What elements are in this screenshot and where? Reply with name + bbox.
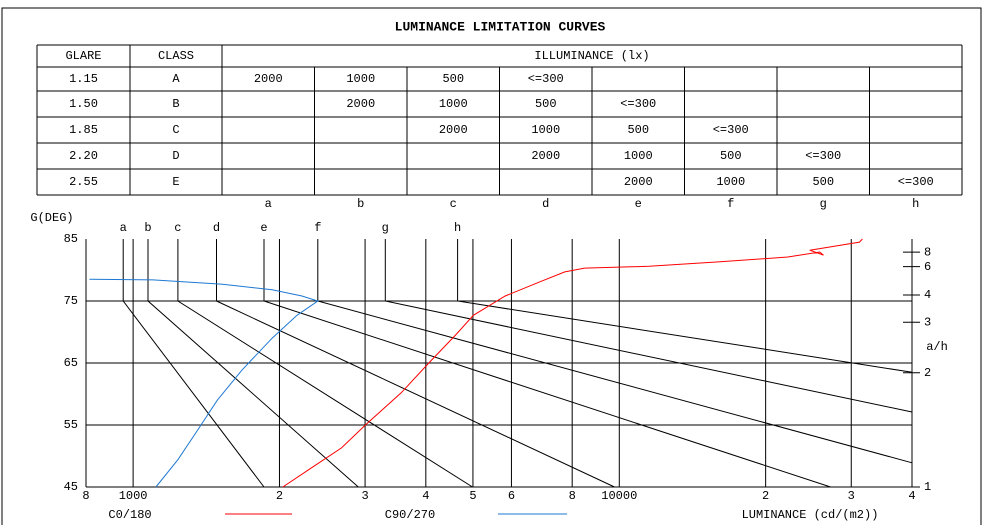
illuminance-cell: 2000 [439,123,468,137]
legend-label: C90/270 [385,508,435,522]
class-value: A [172,72,180,86]
class-value: D [172,149,179,163]
curve-label: b [144,221,151,235]
illuminance-cell: 1000 [624,149,653,163]
column-letter: c [450,197,457,211]
table-header: GLARE [65,49,101,63]
glare-value: 2.20 [69,149,98,163]
x-tick-label: 5 [469,489,476,503]
x-tick-label: 1000 [119,489,148,503]
curve [147,239,359,488]
x-tick-label: 3 [361,489,368,503]
illuminance-cell: 2000 [254,72,283,86]
illuminance-cell: <=300 [528,72,564,86]
glare-value: 1.85 [69,123,98,137]
curve [384,239,913,413]
curve [282,238,863,488]
illuminance-cell: 1000 [716,175,745,189]
x-axis-label: LUMINANCE (cd/(m2)) [742,508,879,522]
illuminance-cell: 500 [812,175,834,189]
x-tick-label: 6 [508,489,515,503]
illuminance-cell: 500 [627,123,649,137]
illuminance-cell: <=300 [713,123,749,137]
x-tick-label: 8 [82,489,89,503]
y-tick-label: 85 [64,232,78,246]
curve [317,239,913,464]
illuminance-cell: 1000 [439,97,468,111]
x-tick-label: 2 [762,489,769,503]
y2-axis-label: a/h [926,340,948,354]
y2-tick-label: 1 [924,480,931,494]
table-header: ILLUMINANCE (lx) [534,49,649,63]
class-value: C [172,123,179,137]
frame [1,7,982,525]
curve-label: h [454,221,461,235]
glare-value: 2.55 [69,175,98,189]
class-value: E [172,175,179,189]
curve-label: g [382,221,389,235]
x-tick-label: 4 [908,489,915,503]
y2-tick-label: 8 [924,245,931,259]
table-header: CLASS [158,49,194,63]
x-tick-label: 2 [276,489,283,503]
y-tick-label: 45 [64,480,78,494]
curve-label: c [174,221,181,235]
y-axis-label: G(DEG) [30,211,73,225]
y-tick-label: 75 [64,294,78,308]
column-letter: d [542,197,549,211]
y-tick-label: 65 [64,356,78,370]
glare-table: GLARE CLASS ILLUMINANCE (lx) 1.15 A 2000 1000 5… [36,44,963,211]
y2-tick-label: 4 [924,288,931,302]
y2-tick-label: 3 [924,315,931,329]
illuminance-cell: 2000 [531,149,560,163]
glare-value: 1.50 [69,97,98,111]
column-letter: g [820,197,827,211]
legend-label: C0/180 [108,508,151,522]
curve [263,239,831,488]
x-tick-label: 10000 [601,489,637,503]
curve-label: a [120,221,127,235]
illuminance-cell: <=300 [898,175,934,189]
x-tick-label: 4 [422,489,429,503]
curve [89,278,319,488]
glare-value: 1.15 [69,72,98,86]
column-letter: f [727,197,734,211]
x-tick-label: 3 [848,489,855,503]
illuminance-cell: 500 [535,97,557,111]
y-tick-label: 55 [64,418,78,432]
column-letter: h [912,197,919,211]
illuminance-cell: 500 [720,149,742,163]
curve [177,239,473,488]
curve [457,239,913,373]
illuminance-cell: 500 [442,72,464,86]
x-tick-label: 8 [569,489,576,503]
y2-tick-label: 6 [924,260,931,274]
illuminance-cell: 2000 [346,97,375,111]
column-letter: e [635,197,642,211]
illuminance-cell: 1000 [531,123,560,137]
illuminance-cell: 2000 [624,175,653,189]
y2-tick-label: 2 [924,366,931,380]
illuminance-cell: <=300 [805,149,841,163]
curve-label: f [314,221,321,235]
curve-label: e [260,221,267,235]
curve [122,239,265,488]
title: LUMINANCE LIMITATION CURVES [395,19,606,34]
class-value: B [172,97,179,111]
curve-label: d [213,221,220,235]
illuminance-cell: 1000 [346,72,375,86]
curve [216,239,615,488]
column-letter: a [265,197,272,211]
illuminance-cell: <=300 [620,97,656,111]
column-letter: b [357,197,364,211]
